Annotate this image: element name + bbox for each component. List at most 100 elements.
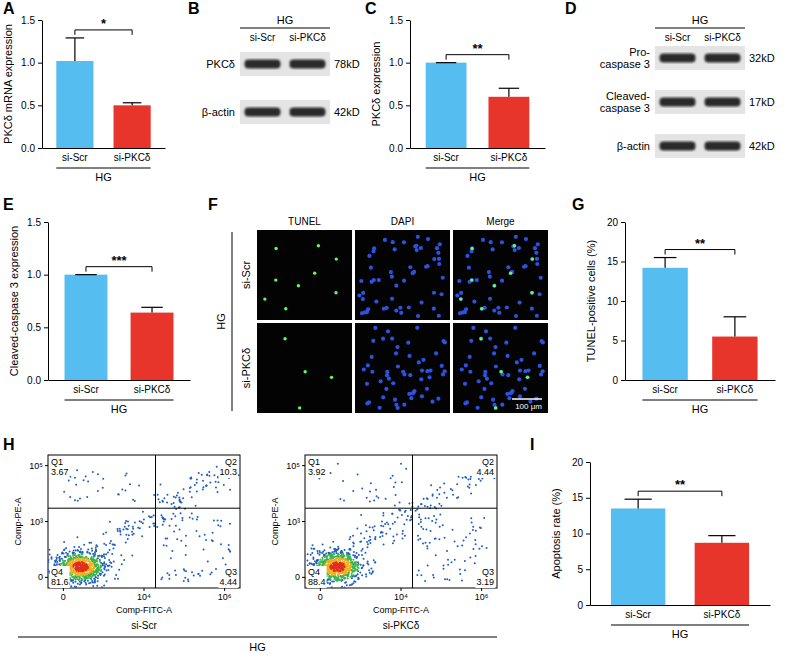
event-dot <box>157 498 159 500</box>
nucleus <box>519 358 523 362</box>
nucleus <box>472 299 476 303</box>
event-dot <box>316 560 318 562</box>
plot-frame <box>305 455 497 588</box>
tick: 0.5 <box>21 100 42 111</box>
bar-chart: 05101520si-Scrsi-PKCδApoptosis rate (%)*… <box>550 457 771 640</box>
tick-label: 15 <box>607 256 619 267</box>
error-stem <box>665 258 666 268</box>
bar <box>488 97 529 148</box>
event-dot <box>420 526 422 528</box>
event-dot <box>356 552 358 554</box>
tick: 0 <box>577 600 590 611</box>
event-dot <box>305 554 306 556</box>
event-dot <box>90 577 92 579</box>
event-dot <box>127 528 129 530</box>
condition-label: HG <box>215 313 227 330</box>
tick: 10 <box>607 296 625 307</box>
event-dot <box>403 523 405 525</box>
event-dot <box>103 585 105 587</box>
event-dot <box>93 554 95 556</box>
event-dot <box>128 525 130 527</box>
event-dot <box>163 544 165 546</box>
tunel-signal <box>313 271 316 274</box>
event-dot <box>77 549 79 551</box>
nucleus <box>535 314 539 318</box>
bar-chart: 0.00.51.01.5si-Scrsi-PKCδPKCδ mRNA expre… <box>2 15 166 183</box>
event-dot <box>73 554 75 556</box>
tick-label: 10⁴ <box>137 592 151 602</box>
event-dot <box>103 567 105 569</box>
event-dot <box>408 502 410 504</box>
event-dot <box>436 489 438 491</box>
scale-bar <box>512 398 542 400</box>
nucleus <box>483 373 487 377</box>
nucleus <box>361 297 365 301</box>
tick: si-PKCδ <box>491 148 528 163</box>
event-dot <box>316 559 318 561</box>
event-dot <box>134 522 136 524</box>
tunel-signal <box>335 257 338 260</box>
event-dot <box>51 558 53 560</box>
event-dot <box>106 570 108 572</box>
event-dot <box>161 516 163 518</box>
event-dot <box>81 573 83 575</box>
event-dot <box>361 554 363 556</box>
event-dot <box>360 532 362 534</box>
error-bar <box>66 38 85 61</box>
tick-label: 1.0 <box>389 57 403 68</box>
event-dot <box>427 506 429 508</box>
nucleus <box>360 311 364 315</box>
event-dot <box>405 468 407 470</box>
event-dot <box>142 511 144 513</box>
western-blot: HGsi-Scrsi-PKCδPKCδ78kDβ-actin42kD <box>202 14 360 124</box>
error-stem <box>151 307 152 312</box>
event-dot <box>198 573 200 575</box>
tick-mark <box>406 20 410 21</box>
event-dot <box>345 581 347 583</box>
event-dot <box>336 549 338 551</box>
event-dot <box>362 564 364 566</box>
event-dot <box>75 561 77 563</box>
nucleus <box>491 247 495 251</box>
event-dot <box>469 478 471 480</box>
nucleus <box>432 307 436 311</box>
event-dot <box>152 522 154 524</box>
event-dot <box>420 519 422 521</box>
tick: 5 <box>612 335 625 346</box>
gate-line <box>155 455 156 588</box>
bar <box>642 268 687 380</box>
nucleus <box>491 398 495 402</box>
event-dot <box>342 553 344 555</box>
event-dot <box>97 577 99 579</box>
event-dot <box>409 519 411 521</box>
event-dot <box>438 493 440 495</box>
event-dot <box>217 491 219 493</box>
event-dot <box>353 551 355 553</box>
event-dot <box>426 497 428 499</box>
event-dot <box>102 478 104 480</box>
event-dot <box>89 577 91 579</box>
event-dot <box>78 566 80 568</box>
event-dot <box>483 517 485 519</box>
tick: 1.5 <box>21 15 42 26</box>
event-dot <box>452 494 454 496</box>
group-line <box>642 400 757 401</box>
event-dot <box>357 474 359 476</box>
nucleus <box>407 392 411 396</box>
event-dot <box>393 486 395 488</box>
event-dot <box>86 551 88 553</box>
event-dot <box>111 553 113 555</box>
nucleus <box>506 265 510 269</box>
event-dot <box>402 537 404 539</box>
event-dot <box>82 562 84 564</box>
event-dot <box>110 540 112 542</box>
tick-label: si-Scr <box>625 609 651 620</box>
event-dot <box>475 555 477 557</box>
micrograph <box>257 323 352 413</box>
event-dot <box>117 530 119 532</box>
label-patch <box>50 456 70 478</box>
event-dot <box>373 559 375 561</box>
event-dot <box>75 581 77 583</box>
tunel-signal <box>493 284 496 287</box>
tick-label: 10³ <box>30 517 43 527</box>
